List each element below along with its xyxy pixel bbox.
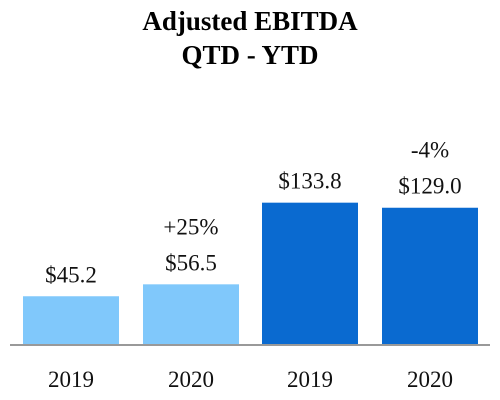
- bar-3: [382, 207, 478, 344]
- change-label-3: -4%: [411, 138, 449, 163]
- change-label-1: +25%: [163, 214, 218, 239]
- x-tick-label-0: 2019: [48, 367, 94, 392]
- bars-group: [23, 202, 478, 344]
- value-label-0: $45.2: [45, 262, 97, 287]
- chart-subtitle: QTD - YTD: [181, 40, 318, 70]
- value-label-2: $133.8: [278, 169, 341, 194]
- chart-title: Adjusted EBITDA: [142, 6, 358, 36]
- bar-1: [143, 284, 239, 344]
- x-tick-label-3: 2020: [407, 367, 453, 392]
- value-label-3: $129.0: [398, 174, 461, 199]
- bar-2: [262, 202, 358, 344]
- labels-group: $45.2 2019 $56.5 +25% 2020 $133.8 2019 $129.0 -4…: [45, 138, 462, 392]
- value-label-1: $56.5: [165, 250, 217, 275]
- x-tick-label-2: 2019: [287, 367, 333, 392]
- bar-0: [23, 296, 119, 344]
- x-tick-label-1: 2020: [168, 367, 214, 392]
